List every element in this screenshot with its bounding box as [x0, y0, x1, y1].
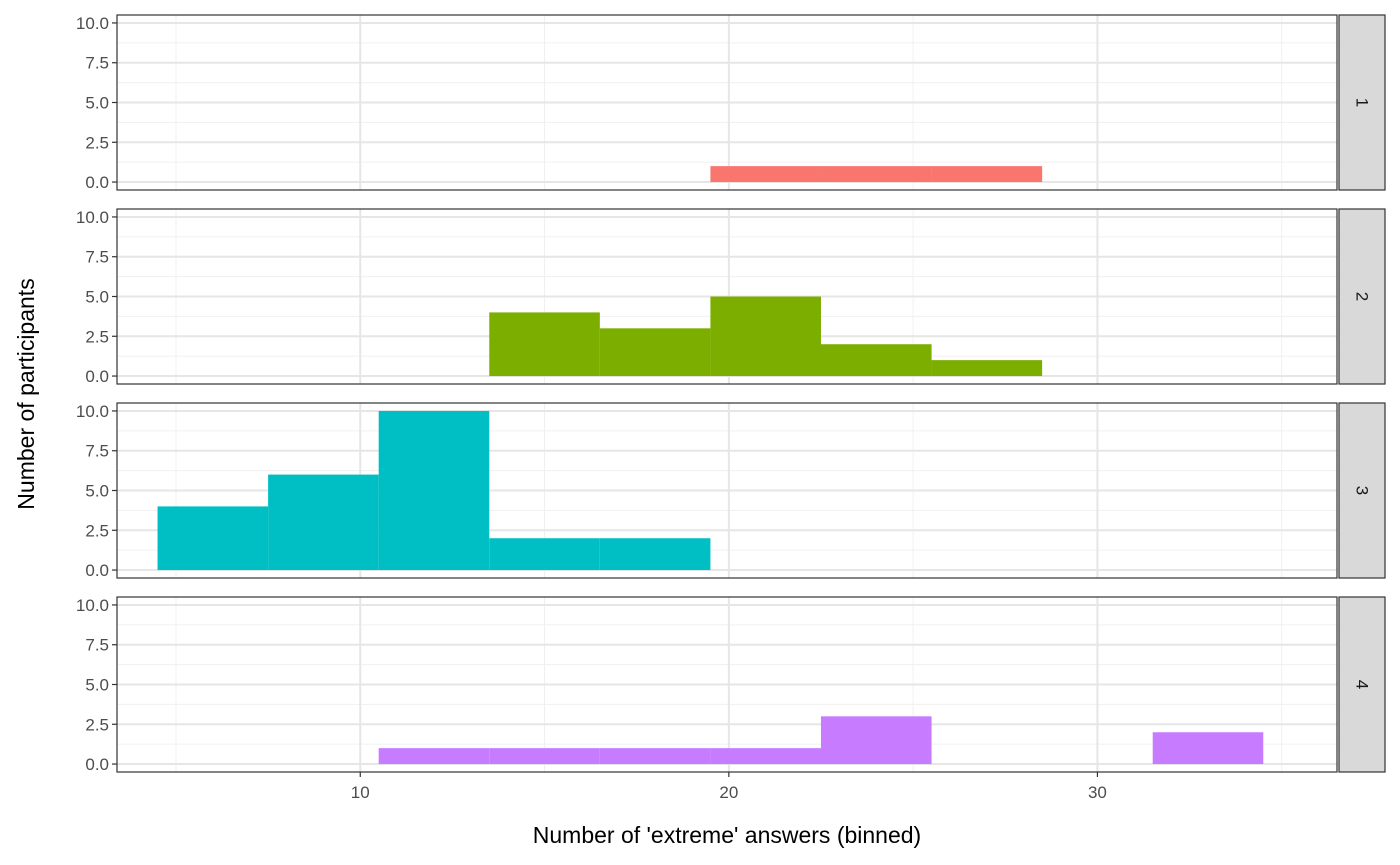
histogram-bar [378, 410, 490, 571]
facet-strip-label: 1 [1353, 98, 1372, 107]
histogram-bar [820, 344, 932, 377]
y-tick-label: 10.0 [76, 596, 109, 615]
y-tick-label: 5.0 [85, 482, 109, 501]
histogram-bar [710, 296, 821, 377]
histogram-bar [489, 312, 600, 377]
x-tick-label: 10 [351, 783, 370, 802]
y-axis-title: Number of participants [13, 278, 39, 509]
facet-panel-1: 0.0 2.5 5.0 7.5 10.0 1 [76, 14, 1386, 192]
y-tick-label: 0.0 [85, 755, 109, 774]
y-tick-label: 10.0 [76, 208, 109, 227]
y-tick-label: 0.0 [85, 173, 109, 192]
facet-panels: 0.02.55.07.510.010.02.55.07.510.020.02.5… [76, 14, 1386, 774]
histogram-bar [268, 474, 379, 571]
y-tick-label: 10.0 [76, 402, 109, 421]
facet-strip [1338, 596, 1386, 773]
histogram-bar [599, 748, 711, 765]
x-axis-title: Number of 'extreme' answers (binned) [533, 822, 921, 848]
y-tick-label: 7.5 [85, 636, 109, 655]
y-tick-label: 2.5 [85, 715, 109, 734]
histogram-bar [1152, 732, 1264, 765]
histogram-bar [489, 538, 600, 571]
facet-panel-2: 0.0 2.5 5.0 7.5 10.0 2 [76, 208, 1386, 386]
y-tick-label: 7.5 [85, 54, 109, 73]
y-tick-label: 2.5 [85, 521, 109, 540]
y-tick-label: 0.0 [85, 367, 109, 386]
histogram-bar [710, 166, 821, 183]
histogram-bar [489, 748, 600, 765]
y-tick-label: 2.5 [85, 133, 109, 152]
facet-strip-label: 4 [1353, 680, 1372, 689]
facet-strip-label: 3 [1353, 486, 1372, 495]
y-tick-label: 2.5 [85, 327, 109, 346]
histogram-bar [599, 328, 711, 377]
x-tick-label: 30 [1088, 783, 1107, 802]
y-tick-label: 10.0 [76, 14, 109, 33]
histogram-bar [157, 506, 269, 571]
histogram-bar [710, 748, 821, 765]
x-tick-label: 20 [719, 783, 738, 802]
y-tick-label: 7.5 [85, 442, 109, 461]
facet-strip-label: 2 [1353, 292, 1372, 301]
y-tick-label: 5.0 [85, 676, 109, 695]
y-tick-label: 0.0 [85, 561, 109, 580]
histogram-bar [378, 748, 490, 765]
histogram-bar [931, 360, 1043, 377]
histogram-bar [599, 538, 711, 571]
facet-strip [1338, 14, 1386, 191]
facet-strip [1338, 402, 1386, 579]
facet-strip [1338, 208, 1386, 385]
y-tick-label: 7.5 [85, 248, 109, 267]
y-tick-label: 5.0 [85, 288, 109, 307]
x-axis: 10 20 30 [351, 772, 1107, 802]
facet-panel-3: 0.0 2.5 5.0 7.5 10.0 3 [76, 402, 1386, 580]
facet-panel-4: 0.0 2.5 5.0 7.5 10.0 4 [76, 596, 1386, 774]
histogram-bar [820, 716, 932, 765]
y-tick-label: 5.0 [85, 94, 109, 113]
histogram-bar [820, 166, 932, 183]
histogram-bar [931, 166, 1043, 183]
